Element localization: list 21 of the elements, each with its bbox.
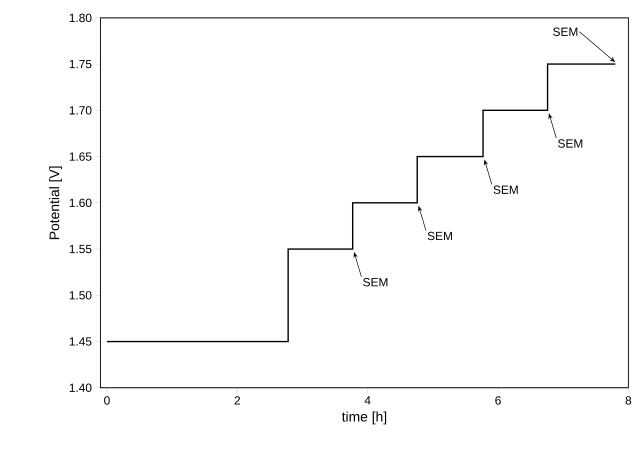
annotation: SEM [558, 139, 582, 148]
y-tick-label: 1.80 [70, 14, 92, 22]
x-axis-title: time [h] [342, 411, 386, 424]
y-tick-label: 1.60 [70, 198, 92, 207]
annotation: SEM [428, 232, 452, 240]
y-tick-label: 1.75 [70, 60, 92, 68]
y-tick-label: 1.45 [70, 337, 92, 346]
y-tick-label: 1.70 [70, 106, 92, 114]
y-tick-label: 1.40 [70, 383, 92, 392]
x-tick-label: 8 [626, 396, 632, 404]
annotation: SEM [553, 27, 578, 36]
y-tick-label: 1.65 [70, 152, 92, 161]
x-tick-label: 4 [364, 396, 371, 404]
y-tick-label: 1.55 [70, 244, 92, 254]
x-tick-label: 2 [234, 396, 240, 404]
y-axis-title: Potential [V] [49, 166, 62, 239]
annotation: SEM [494, 185, 518, 194]
y-tick-label: 1.50 [70, 290, 92, 300]
x-tick-label: 6 [495, 396, 501, 404]
annotation: SEM [363, 278, 388, 286]
x-tick-label: 0 [104, 396, 110, 404]
